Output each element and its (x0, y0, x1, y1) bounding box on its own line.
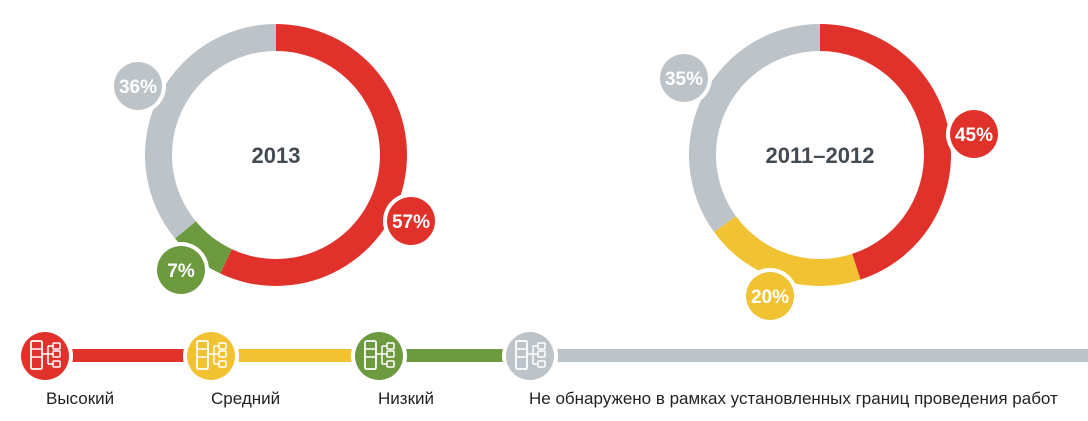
svg-text:45%: 45% (955, 125, 993, 146)
donut-1: 2013 57% 7% 36% (110, 24, 439, 298)
svg-text:57%: 57% (392, 212, 430, 233)
data-label-low: 7% (153, 242, 209, 298)
legend-label-high: Высокий (46, 389, 115, 408)
data-label-not_found: 35% (656, 50, 712, 106)
legend-label-not-found: Не обнаружено в рамках установленных гра… (529, 389, 1058, 408)
server-network-icon (502, 328, 558, 384)
data-label-high: 45% (946, 106, 1002, 162)
legend-bar-high (45, 349, 211, 362)
data-label-high: 57% (383, 193, 439, 249)
legend-bar-low (379, 349, 530, 362)
slice-high (820, 24, 951, 280)
slice-low (175, 221, 232, 274)
svg-text:36%: 36% (119, 77, 157, 98)
donut-2: 2011–2012 45% 20% 35% (656, 24, 1002, 324)
legend-label-low: Низкий (378, 389, 434, 408)
data-label-not_found: 36% (110, 58, 166, 114)
data-label-medium: 20% (742, 268, 798, 324)
svg-text:7%: 7% (167, 261, 195, 282)
donut-title: 2013 (252, 143, 301, 168)
svg-text:35%: 35% (665, 69, 703, 90)
svg-text:20%: 20% (751, 287, 789, 308)
legend (17, 328, 1088, 384)
slice-not_found (144, 24, 276, 239)
donut-title: 2011–2012 (766, 143, 875, 168)
slice-medium (714, 216, 861, 286)
legend-bar-not_found (530, 349, 1088, 362)
server-network-icon (351, 328, 407, 384)
slice-not_found (689, 24, 820, 232)
legend-label-medium: Средний (211, 389, 281, 408)
server-network-icon (17, 328, 73, 384)
legend-bar-medium (211, 349, 379, 362)
server-network-icon (183, 328, 239, 384)
slice-high (220, 24, 407, 287)
